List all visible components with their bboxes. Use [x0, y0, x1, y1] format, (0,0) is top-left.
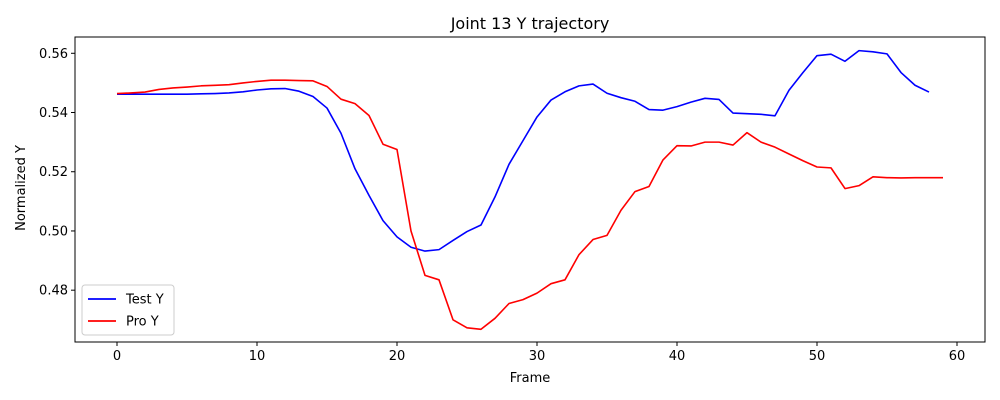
legend-label-1: Test Y — [125, 293, 164, 308]
y-tick-label: 0.56 — [39, 47, 68, 62]
x-tick-label: 20 — [389, 349, 406, 364]
series-line-1 — [117, 49, 930, 252]
x-tick-label: 0 — [113, 349, 121, 364]
y-tick-label: 0.48 — [39, 284, 68, 299]
x-tick-label: 30 — [529, 349, 546, 364]
y-tick-label: 0.52 — [39, 165, 68, 180]
chart-title: Joint 13 Y trajectory — [450, 14, 610, 33]
y-tick-label: 0.54 — [39, 106, 68, 121]
plot-area: 0 10 20 30 40 50 60 0.48 0.50 0.52 0.54 0.56 — [39, 36, 986, 364]
y-axis-label: Normalized Y — [14, 145, 29, 231]
legend-label-2: Pro Y — [126, 315, 159, 330]
x-axis-label: Frame — [510, 371, 551, 386]
x-tick-label: 50 — [809, 349, 826, 364]
series-line-2 — [116, 79, 943, 331]
x-tick-label: 10 — [249, 349, 266, 364]
legend: Test Y Pro Y — [81, 284, 175, 336]
x-tick-label: 60 — [949, 349, 966, 364]
plot-frame — [74, 36, 986, 343]
legend-box — [81, 284, 175, 336]
y-tick-label: 0.50 — [39, 224, 68, 239]
x-tick-label: 40 — [669, 349, 686, 364]
